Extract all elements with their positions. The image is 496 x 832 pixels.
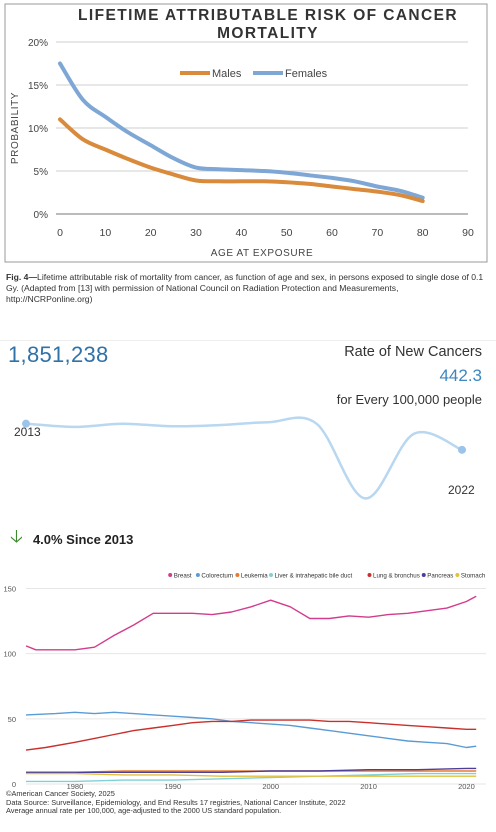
lar-y-tick-label: 15% xyxy=(28,81,48,92)
site-legend-dot-colorectum xyxy=(195,573,200,577)
legend-label-males: Males xyxy=(212,68,242,80)
lar-x-tick-label: 10 xyxy=(99,227,111,239)
site-legend-label-pancreas: Pancreas xyxy=(427,572,453,579)
footnote-copyright: ©American Cancer Society, 2025 xyxy=(6,789,115,798)
site-y-tick-label: 50 xyxy=(8,715,16,724)
site-line-liver-intrahepatic-bile-duct xyxy=(26,772,477,783)
site-legend-label-breast: Breast xyxy=(174,572,192,579)
lar-series-lines xyxy=(58,61,425,204)
figure-caption: Fig. 4—Lifetime attributable risk of mor… xyxy=(6,272,486,305)
site-legend-dot-lung-bronchus xyxy=(367,573,372,577)
lar-x-tick-label: 0 xyxy=(57,227,63,239)
trend-end-label: 2022 xyxy=(448,483,475,497)
lar-y-tick-label: 5% xyxy=(34,167,49,178)
lar-line-females xyxy=(58,61,425,200)
site-x-tick-label: 2010 xyxy=(360,782,377,791)
lar-chart-title-line-2: MORTALITY xyxy=(217,25,319,42)
down-arrow-icon: 🡣 xyxy=(10,526,23,546)
lar-x-tick-label: 30 xyxy=(190,227,202,239)
site-legend-dot-liver-intrahepatic-bile-duct xyxy=(269,573,273,577)
lar-chart: LIFETIME ATTRIBUTABLE RISK OF CANCER MOR… xyxy=(4,3,488,263)
trend-line xyxy=(25,416,463,500)
site-legend-label-liver-intrahepatic-bile-duct: Liver & intrahepatic bile duct xyxy=(275,572,353,579)
lar-x-tick-label: 50 xyxy=(281,227,293,239)
site-legend-dot-breast xyxy=(168,573,173,577)
site-x-tick-labels: 1980 1990 2000 2010 2020 xyxy=(67,782,475,791)
lar-y-tick-label: 20% xyxy=(28,38,48,49)
lar-x-tick-label: 40 xyxy=(235,227,247,239)
chart-footnote: ©American Cancer Society, 2025 Data Sour… xyxy=(6,789,346,816)
site-trends-chart: Breast Colorectum Leukemia Liver & intrahep… xyxy=(3,572,486,791)
rate-value: 442.3 xyxy=(439,366,482,385)
footnote-source: Data Source: Surveillance, Epidemiology,… xyxy=(6,797,346,807)
figure-caption-label: Fig. 4— xyxy=(6,272,38,282)
site-line-pancreas xyxy=(26,767,477,773)
trend-start-point xyxy=(22,419,30,428)
site-legend-label-colorectum: Colorectum xyxy=(201,572,233,579)
site-y-tick-label: 0 xyxy=(12,780,16,789)
site-legend: Breast Colorectum Leukemia Liver & intrahep… xyxy=(168,572,486,579)
site-y-tick-label: 150 xyxy=(3,585,16,594)
site-x-tick-label: 2000 xyxy=(262,782,279,791)
site-line-lung-bronchus xyxy=(25,719,477,751)
lar-x-tick-label: 90 xyxy=(462,227,474,239)
site-legend-label-lung-bronchus: Lung & bronchus xyxy=(373,572,420,579)
lar-x-tick-label: 70 xyxy=(371,227,383,239)
trend-end-point xyxy=(458,445,466,454)
lar-x-axis-label: AGE AT EXPOSURE xyxy=(211,248,314,259)
site-series-lines xyxy=(25,595,477,783)
rate-title: Rate of New Cancers xyxy=(344,344,482,360)
lar-legend: Males Females xyxy=(180,68,328,80)
lar-y-tick-labels: 0% 5% 10% 15% 20% xyxy=(28,38,48,221)
lar-x-tick-label: 60 xyxy=(326,227,338,239)
section-divider xyxy=(0,340,496,341)
site-line-breast xyxy=(25,595,477,651)
site-y-tick-label: 100 xyxy=(3,650,16,659)
site-gridlines xyxy=(26,588,486,785)
site-x-tick-label: 1980 xyxy=(67,782,84,791)
lar-line-males xyxy=(58,117,425,204)
rate-trend-chart: 2013 2022 xyxy=(14,416,475,500)
lar-y-tick-label: 0% xyxy=(34,210,49,221)
lar-chart-frame xyxy=(4,3,488,263)
lar-y-tick-label: 10% xyxy=(28,124,48,135)
footnote-method: Average annual rate per 100,000, age-adj… xyxy=(6,806,282,816)
site-line-colorectum xyxy=(25,711,477,749)
site-x-tick-label: 1990 xyxy=(164,782,181,791)
legend-label-females: Females xyxy=(285,68,328,80)
site-y-tick-labels: 0 50 100 150 xyxy=(3,585,16,789)
lar-x-tick-label: 80 xyxy=(417,227,429,239)
lar-y-axis-label: PROBABILITY xyxy=(10,92,21,164)
site-legend-label-leukemia: Leukemia xyxy=(241,572,268,579)
trend-start-label: 2013 xyxy=(14,425,41,439)
lar-x-tick-label: 20 xyxy=(145,227,157,239)
change-text: 4.0% Since 2013 xyxy=(32,531,134,547)
new-cases-count: 1,851,238 xyxy=(8,342,109,367)
site-legend-dot-stomach xyxy=(455,573,460,577)
site-line-stomach xyxy=(26,772,477,777)
site-x-tick-label: 2020 xyxy=(458,782,475,791)
figure-caption-text: Lifetime attributable risk of mortality … xyxy=(6,272,484,304)
lar-chart-title-line-1: LIFETIME ATTRIBUTABLE RISK OF CANCER xyxy=(78,7,458,24)
change-since-2013: 🡣 4.0% Since 2013 xyxy=(10,526,134,550)
rate-unit: for Every 100,000 people xyxy=(336,392,482,407)
lar-x-tick-labels: 0 10 20 30 40 50 60 70 80 90 xyxy=(57,227,474,239)
site-legend-dot-leukemia xyxy=(235,573,240,577)
site-legend-dot-pancreas xyxy=(421,573,426,577)
site-legend-label-stomach: Stomach xyxy=(461,572,486,579)
